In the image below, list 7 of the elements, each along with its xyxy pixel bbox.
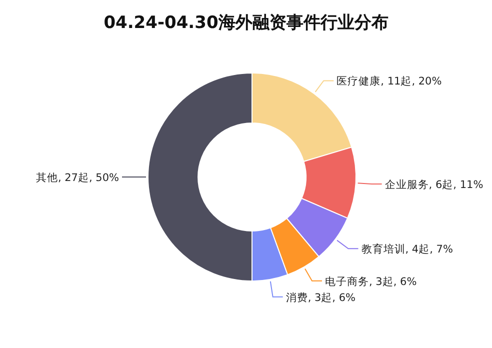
slice-label: 教育培训, 4起, 7% [361, 242, 453, 256]
chart-title: 04.24-04.30海外融资事件行业分布 [104, 13, 388, 33]
slice-label: 其他, 27起, 50% [36, 171, 120, 184]
slice-label: 电子商务, 3起, 6% [325, 274, 417, 288]
slice-label: 企业服务, 6起, 11% [384, 178, 484, 191]
slice-label: 消费, 3起, 6% [286, 290, 356, 304]
slice-label: 医疗健康, 11起, 20% [336, 74, 442, 88]
